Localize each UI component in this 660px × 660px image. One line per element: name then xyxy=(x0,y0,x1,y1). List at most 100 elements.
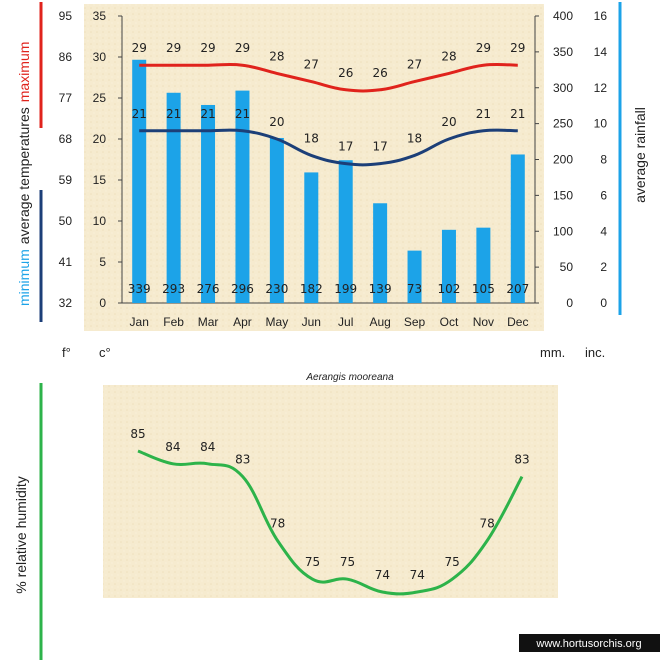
min-temp-label: 21 xyxy=(132,107,147,121)
min-temp-label: 21 xyxy=(476,107,491,121)
mm-tick-label: 200 xyxy=(553,153,573,167)
rainfall-bar-may xyxy=(269,137,284,303)
max-temp-label: 29 xyxy=(166,41,181,55)
max-temp-label: 28 xyxy=(441,49,456,63)
rainfall-bar-jun xyxy=(304,172,319,303)
fahrenheit-tick-label: 59 xyxy=(59,173,73,187)
rainfall-bars xyxy=(132,59,525,304)
rainfall-bar-aug xyxy=(373,203,388,303)
mm-tick-label: 50 xyxy=(560,260,574,274)
min-temp-label: 21 xyxy=(510,107,525,121)
celsius-tick-label: 20 xyxy=(93,132,107,146)
rainfall-bar-mar xyxy=(201,104,216,303)
max-temp-label: 26 xyxy=(338,66,353,80)
max-temp-label: 27 xyxy=(407,58,422,72)
max-temp-label: 29 xyxy=(132,41,147,55)
inch-tick-label: 12 xyxy=(594,81,608,95)
min-temp-label: 17 xyxy=(338,140,353,154)
celsius-tick-label: 25 xyxy=(93,91,107,105)
rainfall-value-label: 139 xyxy=(369,282,392,296)
max-temp-label: 29 xyxy=(476,41,491,55)
humidity-line xyxy=(137,449,524,596)
min-temp-label: 18 xyxy=(407,131,422,145)
min-temp-label: 20 xyxy=(269,115,284,129)
inch-tick-label: 10 xyxy=(594,117,608,131)
humidity-plot-background xyxy=(103,385,558,598)
inch-unit-label: inc. xyxy=(585,345,605,360)
min-temp-label: 21 xyxy=(200,107,215,121)
month-tick-label: Feb xyxy=(163,315,184,329)
rainfall-bar-sep xyxy=(407,250,422,303)
max-temp-label: 29 xyxy=(235,41,250,55)
humidity-value-label: 75 xyxy=(340,555,355,569)
humidity-value-label: 78 xyxy=(479,517,494,531)
celsius-tick-label: 5 xyxy=(99,255,106,269)
celsius-tick-label: 30 xyxy=(93,50,107,64)
inch-tick-label: 6 xyxy=(600,188,607,202)
fahrenheit-tick-label: 68 xyxy=(59,132,73,146)
celsius-tick-label: 15 xyxy=(93,173,107,187)
month-tick-label: Oct xyxy=(440,315,459,329)
mm-tick-label: 350 xyxy=(553,45,573,59)
mm-tick-label: 250 xyxy=(553,117,573,131)
humidity-value-label: 83 xyxy=(235,453,250,467)
average-temperatures-title: average temperatures xyxy=(16,107,32,244)
rainfall-bar-apr xyxy=(235,90,250,304)
temperature-lines xyxy=(139,62,518,167)
rainfall-value-label: 199 xyxy=(334,282,357,296)
celsius-tick-label: 35 xyxy=(93,9,107,23)
rainfall-value-label: 339 xyxy=(128,282,151,296)
month-tick-label: May xyxy=(266,315,289,329)
humidity-value-label: 78 xyxy=(270,517,285,531)
humidity-value-label: 83 xyxy=(514,453,529,467)
min-temp-label: 21 xyxy=(235,107,250,121)
rainfall-bar-jul xyxy=(338,160,353,303)
max-temp-line xyxy=(139,62,518,93)
humidity-value-label: 84 xyxy=(165,440,180,454)
rainfall-value-label: 207 xyxy=(506,282,529,296)
rainfall-bar-feb xyxy=(166,92,181,304)
min-temp-label: 17 xyxy=(372,140,387,154)
watermark-text: www.hortusorchis.org xyxy=(535,638,641,650)
max-temp-label: 29 xyxy=(510,41,525,55)
rainfall-value-label: 182 xyxy=(300,282,323,296)
month-tick-label: Jan xyxy=(130,315,149,329)
fahrenheit-tick-label: 86 xyxy=(59,50,73,64)
rainfall-value-label: 293 xyxy=(162,282,185,296)
max-temp-label: 27 xyxy=(304,58,319,72)
humidity-value-label: 85 xyxy=(130,427,145,441)
celsius-tick-label: 0 xyxy=(99,296,106,310)
minimum-title: minimum xyxy=(16,249,32,306)
humidity-axis-title: % relative humidity xyxy=(13,476,29,594)
rainfall-value-label: 230 xyxy=(265,282,288,296)
axis-ticks: 9586776859504132353025201510504003503002… xyxy=(59,9,608,329)
inch-tick-label: 14 xyxy=(594,45,608,59)
month-tick-label: Apr xyxy=(233,315,252,329)
humidity-value-label: 75 xyxy=(305,555,320,569)
celsius-unit-label: c° xyxy=(99,345,111,360)
inch-tick-label: 0 xyxy=(600,296,607,310)
month-tick-label: Jun xyxy=(302,315,321,329)
mm-tick-label: 0 xyxy=(566,296,573,310)
humidity-value-label: 74 xyxy=(375,568,390,582)
rainfall-value-label: 102 xyxy=(438,282,461,296)
min-temp-label: 20 xyxy=(441,115,456,129)
mm-unit-label: mm. xyxy=(540,345,565,360)
humidity-value-label: 84 xyxy=(200,440,215,454)
min-temp-label: 18 xyxy=(304,131,319,145)
inch-tick-label: 4 xyxy=(600,224,607,238)
rainfall-bar-jan xyxy=(132,59,147,303)
rainfall-value-label: 296 xyxy=(231,282,254,296)
min-temp-line xyxy=(139,128,518,167)
fahrenheit-tick-label: 95 xyxy=(59,9,73,23)
month-tick-label: Dec xyxy=(507,315,528,329)
rainfall-value-label: 276 xyxy=(197,282,220,296)
left-axis-title: minimum average temperatures maximum xyxy=(16,42,32,306)
fahrenheit-tick-label: 77 xyxy=(59,91,73,105)
humidity-value-label: 74 xyxy=(410,568,425,582)
fahrenheit-tick-label: 32 xyxy=(59,296,73,310)
rainfall-bar-oct xyxy=(441,229,456,303)
humidity-series: 85 84 84 83 78 75 75 74 74 75 78 83 xyxy=(130,427,530,596)
mm-tick-label: 100 xyxy=(553,224,573,238)
